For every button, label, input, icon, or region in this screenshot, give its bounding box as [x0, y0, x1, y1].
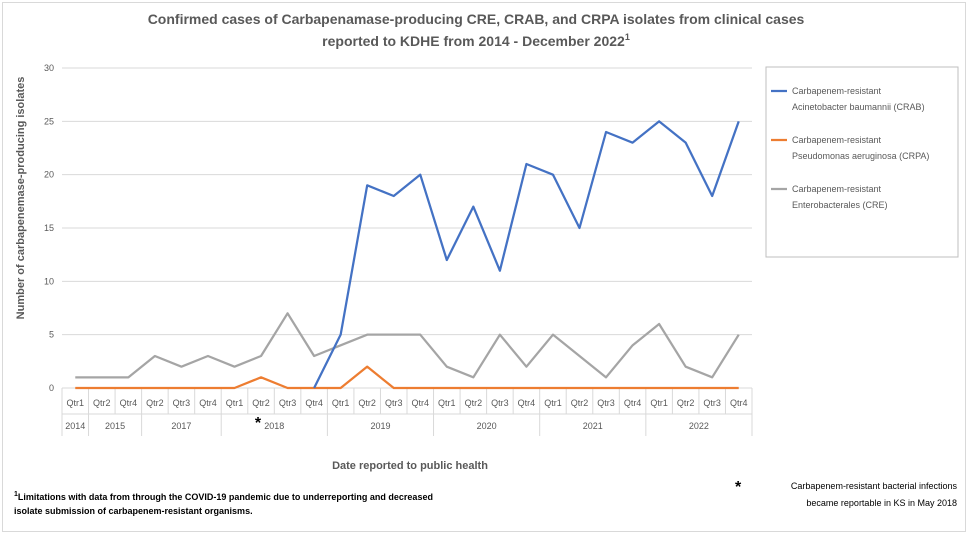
gridlines — [62, 67, 752, 389]
year-label: 2014 — [65, 421, 85, 431]
x-tick-label: Qtr4 — [305, 398, 323, 408]
x-tick-label: Qtr3 — [279, 398, 297, 408]
year-label: 2020 — [477, 421, 497, 431]
title-superscript: 1 — [625, 32, 630, 42]
series-line — [75, 312, 740, 379]
legend-label: Acinetobacter baumannii (CRAB) — [792, 102, 925, 112]
x-tick-label: Qtr1 — [438, 398, 456, 408]
x-tick-label: Qtr4 — [199, 398, 217, 408]
x-tick-label: Qtr1 — [332, 398, 350, 408]
x-tick-label: Qtr4 — [518, 398, 536, 408]
x-tick-label: Qtr1 — [67, 398, 85, 408]
x-tick-label: Qtr3 — [173, 398, 191, 408]
note-line2: became reportable in KS in May 2018 — [806, 498, 957, 508]
note-line1: Carbapenem-resistant bacterial infection… — [791, 481, 958, 491]
note-asterisk: * — [735, 479, 742, 496]
x-tick-label: Qtr2 — [358, 398, 376, 408]
legend: Carbapenem-resistant Acinetobacter bauman… — [771, 86, 929, 210]
x-tick-label: Qtr2 — [146, 398, 164, 408]
x-tick-label: Qtr4 — [730, 398, 748, 408]
chart-title-line2: reported to KDHE from 2014 - December 20… — [322, 32, 630, 49]
year-label: 2021 — [583, 421, 603, 431]
x-tick-label: Qtr4 — [624, 398, 642, 408]
y-axis-label: Number of carbapenemase-producing isolat… — [15, 77, 27, 320]
y-tick-label: 30 — [44, 63, 54, 73]
x-tick-label: Qtr2 — [252, 398, 270, 408]
y-tick-label: 25 — [44, 116, 54, 126]
x-tick-label: Qtr3 — [385, 398, 403, 408]
series-line — [75, 365, 739, 390]
year-label: 2018 — [264, 421, 284, 431]
year-label: 2015 — [105, 421, 125, 431]
legend-label: Enterobacterales (CRE) — [792, 200, 888, 210]
footnote-line2: isolate submission of carbapenem-resista… — [14, 506, 253, 516]
year-label: 2022 — [689, 421, 709, 431]
legend-label: Pseudomonas aeruginosa (CRPA) — [792, 151, 929, 161]
y-tick-label: 10 — [44, 276, 54, 286]
legend-label: Carbapenem-resistant — [792, 135, 882, 145]
x-tick-label: Qtr1 — [544, 398, 562, 408]
x-axis-label: Date reported to public health — [332, 460, 488, 472]
x-tick-label: Qtr1 — [650, 398, 668, 408]
footnote-superscript: 1 — [14, 491, 18, 498]
x-tick-label: Qtr1 — [226, 398, 244, 408]
x-tick-label: Qtr3 — [703, 398, 721, 408]
y-tick-label: 0 — [49, 383, 54, 393]
x-tick-label: Qtr2 — [93, 398, 111, 408]
y-tick-label: 5 — [49, 330, 54, 340]
year-label: 2017 — [171, 421, 191, 431]
x-tick-label: Qtr4 — [412, 398, 430, 408]
x-tick-label: Qtr2 — [465, 398, 483, 408]
legend-label: Carbapenem-resistant — [792, 86, 882, 96]
y-tick-label: 20 — [44, 170, 54, 180]
y-tick-label: 15 — [44, 223, 54, 233]
year-label: 2019 — [370, 421, 390, 431]
x-tick-label: Qtr3 — [491, 398, 509, 408]
series-lines — [75, 120, 740, 390]
chart-title-line1: Confirmed cases of Carbapenamase-produci… — [148, 11, 805, 27]
legend-box — [765, 66, 959, 258]
x-tick-label: Qtr2 — [571, 398, 589, 408]
footnote-line1: 1Limitations with data from through the … — [14, 491, 433, 502]
x-tick-label: Qtr2 — [677, 398, 695, 408]
series-line — [313, 120, 740, 389]
x-tick-label: Qtr4 — [120, 398, 138, 408]
asterisk-marker: * — [255, 415, 262, 432]
legend-label: Carbapenem-resistant — [792, 184, 882, 194]
x-tick-label: Qtr3 — [597, 398, 615, 408]
y-tick-labels: 0 5 10 15 20 25 30 — [44, 63, 54, 393]
x-axis: Qtr1 Qtr2 Qtr4 Qtr2 Qtr3 Qtr4 Qtr1 Qtr2 Qtr3 Qtr4… — [61, 388, 753, 436]
